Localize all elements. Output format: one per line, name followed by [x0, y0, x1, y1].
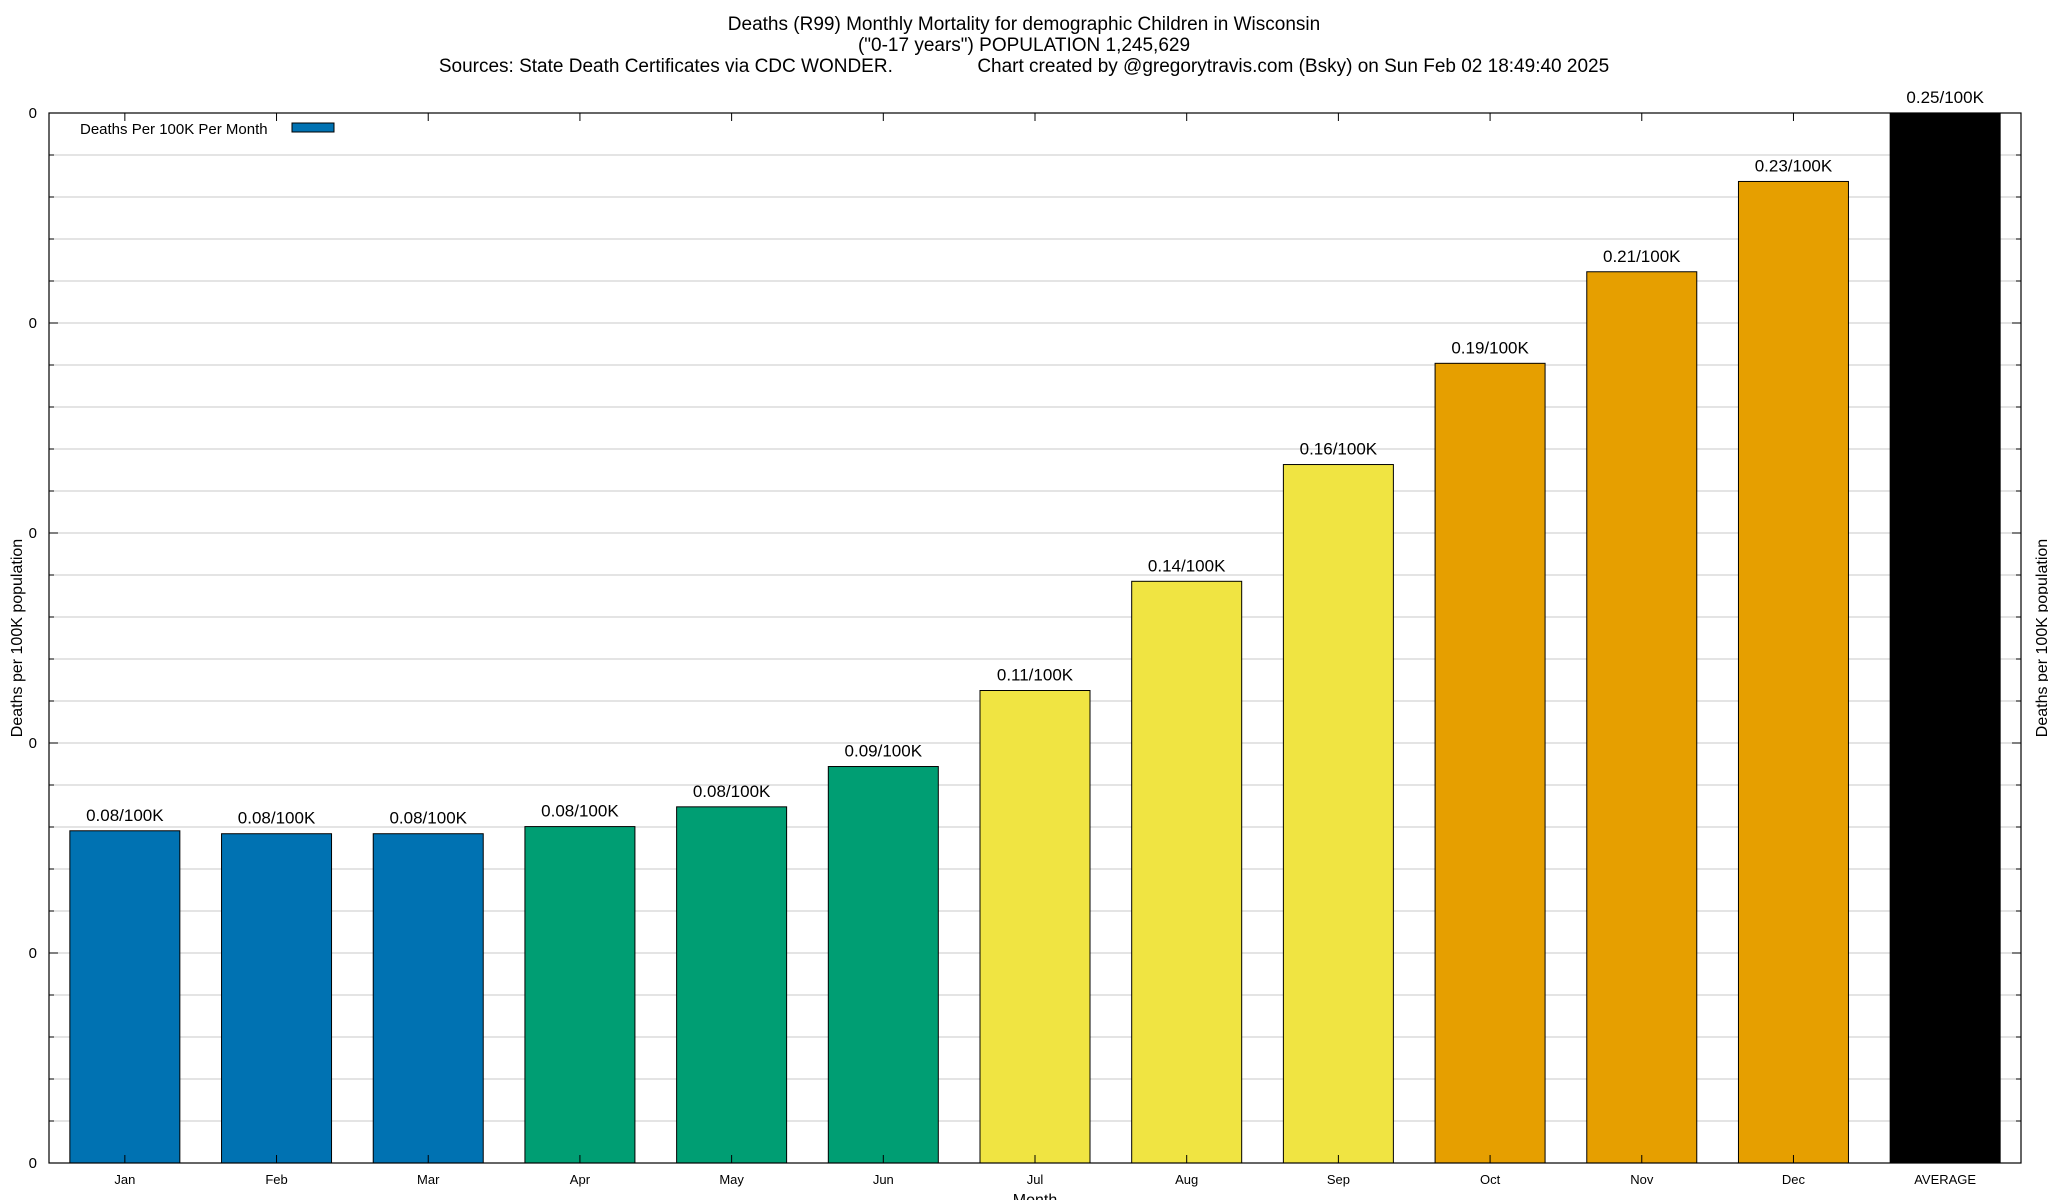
bar-jan — [69, 830, 181, 1164]
x-tick-label: Feb — [265, 1172, 287, 1187]
title-line-2: ("0-17 years") POPULATION 1,245,629 — [857, 35, 1191, 56]
y2-axis-label: Deaths per 100K population — [2034, 539, 2048, 737]
bar-dec — [1737, 180, 1849, 1164]
x-tick-label: AVERAGE — [1914, 1172, 1976, 1187]
legend-label: Deaths Per 100K Per Month — [80, 121, 268, 138]
bar-aug — [1131, 580, 1243, 1164]
title-line-3: Sources: State Death Certificates via CD… — [438, 56, 1610, 77]
y-tick-label: 0 — [29, 525, 37, 542]
x-tick-label: Sep — [1327, 1172, 1350, 1187]
bar-sep — [1282, 464, 1394, 1164]
y-tick-label: 0 — [29, 1155, 37, 1172]
x-tick-label: May — [719, 1172, 744, 1187]
legend-swatch — [291, 122, 335, 133]
x-tick-label: Dec — [1782, 1172, 1806, 1187]
data-label: 0.08/100K — [238, 809, 316, 828]
y-axis-label: Deaths per 100K population — [9, 539, 26, 737]
bar-feb — [221, 833, 333, 1164]
chart-title: Deaths (R99) Monthly Mortality for demog… — [0, 14, 2048, 77]
data-label: 0.08/100K — [86, 806, 164, 825]
data-label: 0.08/100K — [541, 802, 619, 821]
bar-mar — [372, 833, 484, 1164]
data-label: 0.09/100K — [845, 742, 923, 761]
data-label: 0.14/100K — [1148, 556, 1226, 575]
x-tick-label: Jan — [114, 1172, 135, 1187]
data-label: 0.19/100K — [1451, 338, 1529, 357]
x-tick-label: Oct — [1480, 1172, 1501, 1187]
legend: Deaths Per 100K Per Month — [80, 121, 335, 138]
data-label: 0.11/100K — [997, 666, 1074, 685]
data-label: 0.25/100K — [1906, 88, 1984, 107]
data-label: 0.08/100K — [389, 809, 467, 828]
x-tick-label: Jul — [1027, 1172, 1044, 1187]
data-label: 0.23/100K — [1755, 156, 1833, 175]
bars: 0.08/100K 0.08/100K 0.08/100K 0.08/100K 0.08… — [69, 88, 2001, 1164]
bar-nov — [1586, 271, 1698, 1164]
bar-average — [1889, 112, 2001, 1164]
x-tick-label: Apr — [570, 1172, 591, 1187]
x-axis-label: Month — [1013, 1192, 1057, 1200]
x-tick-label: Jun — [873, 1172, 894, 1187]
data-label: 0.08/100K — [693, 782, 771, 801]
data-label: 0.16/100K — [1300, 440, 1378, 459]
bar-apr — [524, 826, 636, 1164]
title-line-1: Deaths (R99) Monthly Mortality for demog… — [727, 14, 1321, 35]
axis-ticks: 0 0 0 0 0 0 Jan Feb Mar Apr May Jun Jul Aug Sep Oct Nov D… — [29, 105, 2021, 1187]
y-tick-label: 0 — [29, 945, 37, 962]
y-tick-label: 0 — [29, 315, 37, 332]
x-tick-label: Mar — [417, 1172, 440, 1187]
bar-jul — [979, 690, 1091, 1164]
x-tick-label: Aug — [1175, 1172, 1198, 1187]
x-tick-label: Nov — [1630, 1172, 1654, 1187]
y-tick-label: 0 — [29, 105, 37, 122]
bar-may — [676, 806, 788, 1164]
data-label: 0.21/100K — [1603, 247, 1681, 266]
bar-jun — [827, 766, 939, 1164]
bar-oct — [1434, 362, 1546, 1164]
y-tick-label: 0 — [29, 735, 37, 752]
